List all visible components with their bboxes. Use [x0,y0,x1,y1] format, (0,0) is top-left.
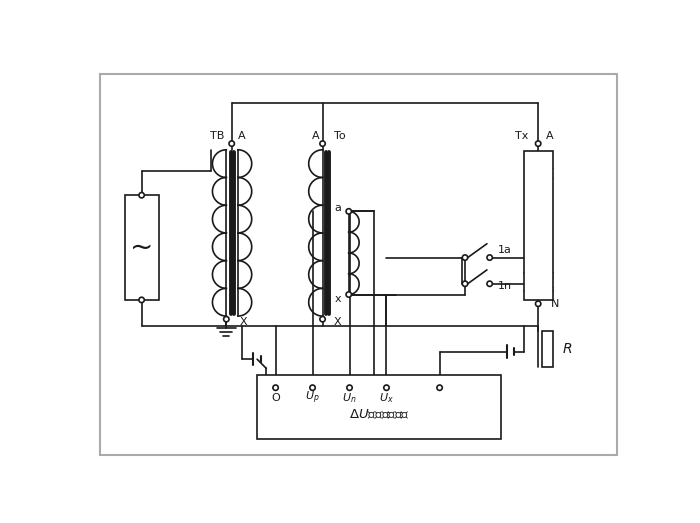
Circle shape [536,301,541,306]
Circle shape [320,141,326,146]
Text: A: A [546,131,554,141]
Text: To: To [335,131,346,141]
Circle shape [139,297,144,303]
Circle shape [487,255,492,260]
Text: ~: ~ [130,234,153,262]
Text: $\Delta U$误差测量装置: $\Delta U$误差测量装置 [349,408,410,422]
Circle shape [462,255,468,260]
Circle shape [536,141,541,146]
Text: A: A [238,131,246,141]
Circle shape [139,192,144,198]
Circle shape [346,385,352,390]
Circle shape [346,209,351,214]
Circle shape [346,292,351,297]
Text: R: R [563,342,573,356]
Text: 1a: 1a [497,245,511,255]
Circle shape [229,141,234,146]
Text: $U_n$: $U_n$ [342,391,357,405]
Circle shape [320,316,326,322]
Bar [524,151,553,300]
Text: TB: TB [210,131,224,141]
Circle shape [462,281,468,287]
Text: $U_p$: $U_p$ [305,390,320,406]
Text: X: X [334,317,342,327]
Circle shape [384,385,389,390]
Circle shape [273,385,279,390]
Bar [542,331,553,367]
Text: 1n: 1n [497,281,512,291]
Text: O: O [271,393,280,403]
Text: a: a [335,202,342,212]
Circle shape [223,316,229,322]
Text: X: X [240,317,248,327]
Circle shape [487,281,492,287]
Text: $U_x$: $U_x$ [379,391,394,405]
Text: N: N [552,299,559,309]
Bar [125,195,158,300]
Circle shape [437,385,442,390]
Bar [257,374,501,438]
Circle shape [310,385,315,390]
Text: A: A [312,131,319,141]
Text: x: x [335,294,342,304]
Text: Tx: Tx [514,131,528,141]
